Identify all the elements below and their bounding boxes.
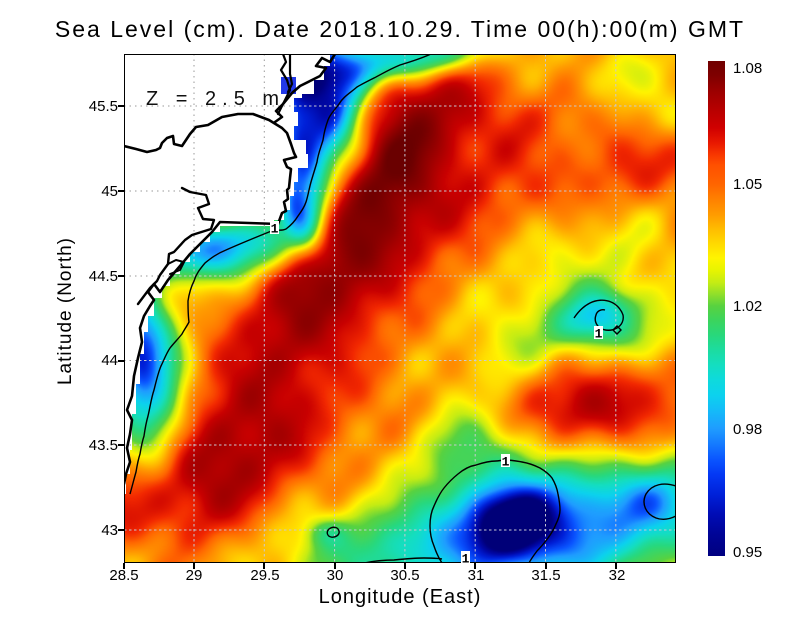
svg-text:1: 1: [271, 222, 279, 237]
svg-text:1: 1: [502, 455, 510, 470]
svg-text:1: 1: [595, 327, 603, 342]
svg-text:1: 1: [462, 552, 470, 564]
